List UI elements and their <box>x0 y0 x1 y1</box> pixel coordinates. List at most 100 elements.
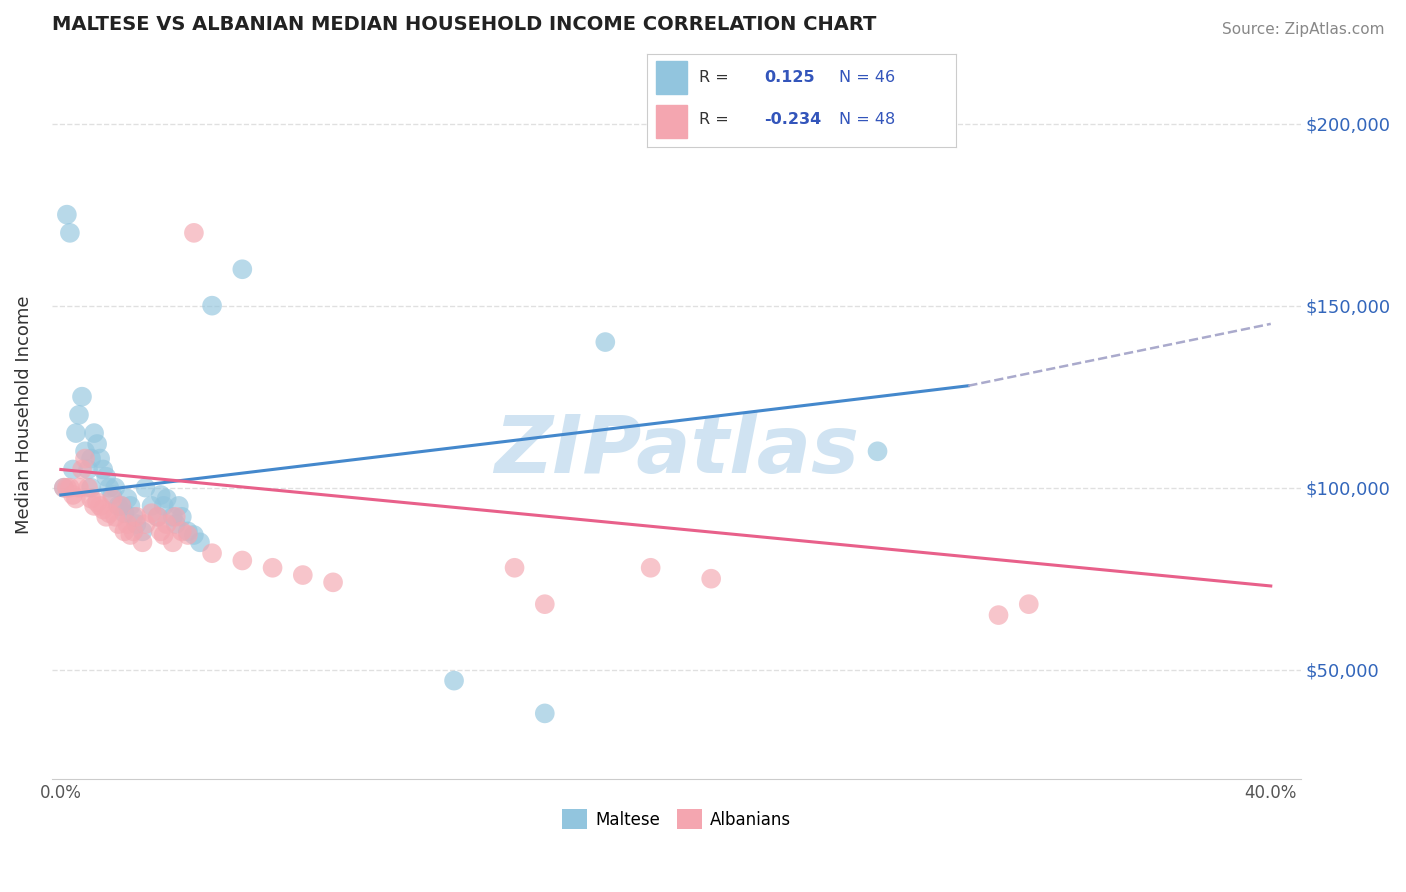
Point <box>110 499 132 513</box>
Point <box>122 524 145 539</box>
Text: -0.234: -0.234 <box>765 112 821 127</box>
Point <box>59 226 82 240</box>
Point <box>80 481 103 495</box>
Point <box>177 528 200 542</box>
Point <box>62 462 84 476</box>
Point <box>162 535 184 549</box>
Point <box>83 499 105 513</box>
Text: 0.125: 0.125 <box>765 70 815 85</box>
Point <box>101 488 124 502</box>
Point <box>201 299 224 313</box>
Point <box>89 499 111 513</box>
Point <box>65 426 87 441</box>
Point <box>98 481 121 495</box>
Point <box>89 451 111 466</box>
Point <box>70 462 93 476</box>
Point <box>107 499 129 513</box>
Point <box>112 506 135 520</box>
Point <box>120 528 142 542</box>
Point <box>73 451 96 466</box>
Point <box>117 517 139 532</box>
Point <box>1018 597 1040 611</box>
Point <box>152 528 174 542</box>
Point <box>52 481 75 495</box>
Point <box>91 502 114 516</box>
Point <box>987 608 1010 623</box>
Point <box>86 437 108 451</box>
Point <box>83 426 105 441</box>
Point <box>91 462 114 476</box>
Point <box>700 572 723 586</box>
Point <box>104 481 127 495</box>
Point <box>149 488 172 502</box>
Text: N = 48: N = 48 <box>838 112 894 127</box>
Point <box>322 575 344 590</box>
Point <box>262 561 284 575</box>
Point <box>183 528 205 542</box>
Point <box>165 509 187 524</box>
Point <box>77 481 100 495</box>
Point <box>188 535 211 549</box>
Point <box>149 524 172 539</box>
Point <box>101 491 124 506</box>
Point <box>134 481 156 495</box>
Text: MALTESE VS ALBANIAN MEDIAN HOUSEHOLD INCOME CORRELATION CHART: MALTESE VS ALBANIAN MEDIAN HOUSEHOLD INC… <box>52 15 876 34</box>
Point <box>56 208 79 222</box>
Legend: Maltese, Albanians: Maltese, Albanians <box>555 803 797 836</box>
Point <box>110 499 132 513</box>
Point <box>125 509 148 524</box>
Point <box>141 506 163 520</box>
Point <box>503 561 526 575</box>
Text: ZIPatlas: ZIPatlas <box>494 412 859 491</box>
Point <box>52 481 75 495</box>
Point <box>162 509 184 524</box>
Point <box>134 517 156 532</box>
Text: Source: ZipAtlas.com: Source: ZipAtlas.com <box>1222 22 1385 37</box>
Point <box>117 491 139 506</box>
Point <box>167 499 190 513</box>
Point <box>73 444 96 458</box>
Point <box>152 499 174 513</box>
Point <box>156 491 179 506</box>
Point <box>201 546 224 560</box>
Point <box>866 444 889 458</box>
Point <box>533 706 555 721</box>
Bar <box>657 61 688 94</box>
Point <box>231 262 253 277</box>
Point <box>177 524 200 539</box>
Point <box>120 499 142 513</box>
Point <box>533 597 555 611</box>
Point <box>65 491 87 506</box>
Text: R =: R = <box>699 70 730 85</box>
Point <box>80 451 103 466</box>
Point <box>70 390 93 404</box>
Point <box>443 673 465 688</box>
Point <box>80 491 103 506</box>
Bar <box>657 105 688 138</box>
Point <box>67 408 90 422</box>
Point <box>96 469 118 483</box>
Point <box>170 509 193 524</box>
Point <box>595 334 617 349</box>
Point <box>59 481 82 495</box>
Point <box>67 481 90 495</box>
Y-axis label: Median Household Income: Median Household Income <box>15 295 32 534</box>
Point <box>165 517 187 532</box>
Point <box>146 509 169 524</box>
Point <box>125 517 148 532</box>
Point <box>122 509 145 524</box>
Point <box>231 553 253 567</box>
Point <box>112 524 135 539</box>
Point <box>98 506 121 520</box>
Point <box>131 535 153 549</box>
Point <box>291 568 314 582</box>
Point <box>86 495 108 509</box>
Text: N = 46: N = 46 <box>838 70 894 85</box>
Point <box>141 499 163 513</box>
Point <box>107 517 129 532</box>
Point <box>131 524 153 539</box>
Point <box>640 561 662 575</box>
Point <box>183 226 205 240</box>
Point <box>104 509 127 524</box>
Point <box>96 509 118 524</box>
